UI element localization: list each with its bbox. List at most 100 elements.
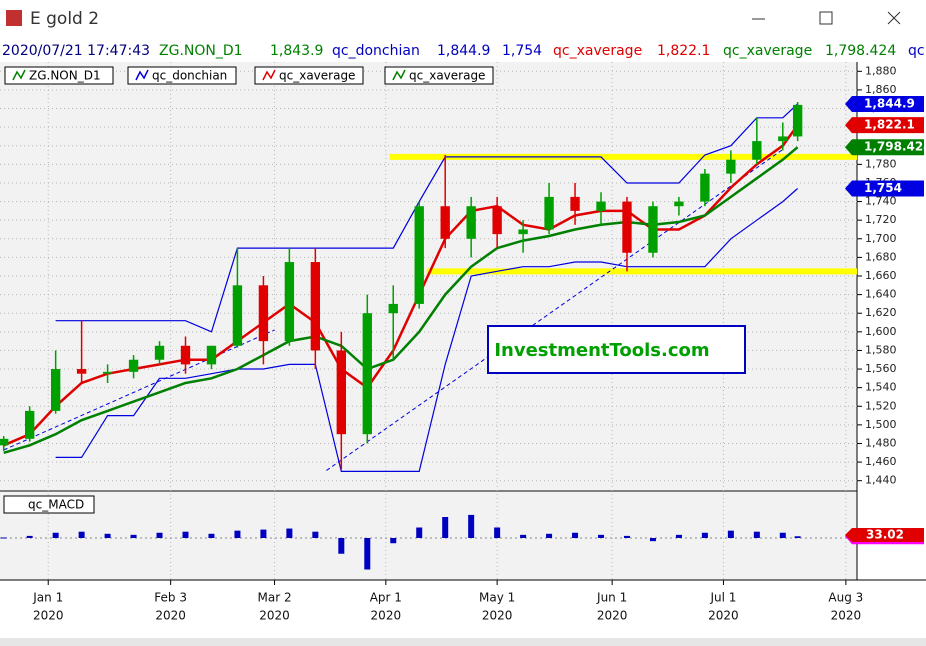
- x-tick-year: 2020: [259, 609, 290, 623]
- x-tick-label: Feb 3: [154, 591, 187, 605]
- y-tick-label: 1,740: [865, 195, 897, 208]
- candle-body: [674, 201, 684, 207]
- candle-body: [310, 262, 321, 351]
- value-flag-label: 1,844.9: [864, 96, 915, 110]
- macd-bar: [390, 538, 397, 544]
- candle-body: [440, 206, 450, 239]
- x-tick-year: 2020: [482, 609, 513, 623]
- macd-flag-label: 33.02: [866, 528, 904, 542]
- legend-box[interactable]: [254, 66, 364, 85]
- macd-bar: [546, 533, 553, 538]
- plot-layer: 1,440 1,460 1,480 1,500 1,520 1,540 1,560 1,580…: [0, 62, 926, 623]
- candle-body: [518, 229, 528, 235]
- maximize-button[interactable]: [819, 11, 833, 25]
- legend-icon: [392, 69, 406, 81]
- candle-body: [76, 369, 87, 374]
- macd-bar: [794, 536, 801, 538]
- candle-body: [622, 201, 632, 253]
- x-tick-label: Apr 1: [370, 591, 402, 605]
- macd-bar: [208, 533, 215, 538]
- macd-bar: [701, 532, 708, 538]
- line: [55, 188, 798, 472]
- trend-line: [326, 149, 784, 471]
- legend-box[interactable]: [4, 66, 114, 85]
- legend-label: qc_xaverage: [409, 69, 485, 83]
- candle-body: [128, 359, 139, 372]
- y-tick-label: 1,520: [865, 399, 897, 412]
- value-flag: [845, 139, 924, 156]
- candle-body: [778, 136, 788, 142]
- y-tick-label: 1,720: [865, 213, 897, 226]
- macd-bar: [468, 514, 475, 538]
- macd-bar: [234, 530, 241, 538]
- legend-icon: [262, 69, 276, 81]
- macd-bar: [286, 528, 293, 538]
- candle-body: [388, 303, 398, 314]
- candle-body: [570, 196, 580, 211]
- header-time: 2020/07/21 17:47:43: [2, 43, 150, 59]
- macd-bar: [0, 537, 7, 539]
- macd-bar: [494, 527, 501, 538]
- y-tick-label: 1,640: [865, 288, 897, 301]
- y-tick-label: 1,880: [865, 64, 897, 77]
- line: [3, 146, 799, 455]
- y-tick-label: 1,600: [865, 325, 897, 338]
- macd-bar: [675, 534, 682, 538]
- macd-bar: [130, 534, 137, 538]
- candle-body: [154, 345, 165, 360]
- value-flag: [845, 117, 924, 134]
- x-tick-label: Jun 1: [596, 591, 627, 605]
- x-tick-label: May 1: [479, 591, 515, 605]
- trend-line: [3, 329, 275, 451]
- candle-body: [492, 206, 502, 235]
- legend-label: ZG.NON_D1: [29, 69, 101, 83]
- close-button[interactable]: [887, 11, 901, 25]
- legend-box[interactable]: [127, 66, 237, 85]
- value-flag: [845, 95, 924, 112]
- macd-bar: [338, 538, 345, 554]
- candle-body: [700, 173, 710, 202]
- macd-bar: [649, 538, 656, 542]
- macd-bar: [312, 531, 319, 538]
- y-tick-label: 1,580: [865, 343, 897, 356]
- y-tick-label: 1,500: [865, 418, 897, 431]
- y-tick-label: 1,480: [865, 436, 897, 449]
- value-flag: [845, 180, 924, 197]
- candle-body: [206, 345, 217, 365]
- y-tick-label: 1,700: [865, 232, 897, 245]
- legend-label: qc_xaverage: [279, 69, 355, 83]
- x-tick-year: 2020: [597, 609, 628, 623]
- value-flag-label: 1,822.1: [864, 118, 915, 132]
- macd-bar: [442, 517, 449, 538]
- header-name: qc: [908, 43, 925, 59]
- x-tick-label: Jul 1: [709, 591, 736, 605]
- macd-bar: [104, 533, 111, 538]
- macd-bar: [727, 530, 734, 538]
- legend-box[interactable]: [384, 66, 494, 85]
- macd-legend[interactable]: [3, 495, 95, 514]
- header-value: 1,843.9: [270, 43, 323, 59]
- macd-bar: [364, 538, 371, 570]
- x-tick-year: 2020: [831, 609, 862, 623]
- macd-bar: [182, 531, 189, 538]
- macd-legend-label: qc_MACD: [28, 498, 84, 512]
- candle-body: [258, 285, 269, 342]
- y-tick-label: 1,780: [865, 157, 897, 170]
- watermark: InvestmentTools.com: [494, 340, 709, 361]
- macd-bar: [26, 535, 33, 538]
- x-tick-year: 2020: [155, 609, 186, 623]
- x-tick-year: 2020: [708, 609, 739, 623]
- macd-bar: [156, 532, 163, 538]
- scrollbar[interactable]: [0, 638, 926, 646]
- macd-bar: [520, 534, 527, 538]
- y-tick-label: 1,620: [865, 306, 897, 319]
- window-title: E gold 2: [30, 9, 99, 29]
- candle-body: [792, 104, 803, 137]
- header-value: 1,822.1: [657, 43, 710, 59]
- candle-body: [102, 371, 113, 374]
- x-tick-label: Jan 1: [32, 591, 63, 605]
- macd-bar: [623, 535, 630, 538]
- legend-icon: [12, 69, 26, 81]
